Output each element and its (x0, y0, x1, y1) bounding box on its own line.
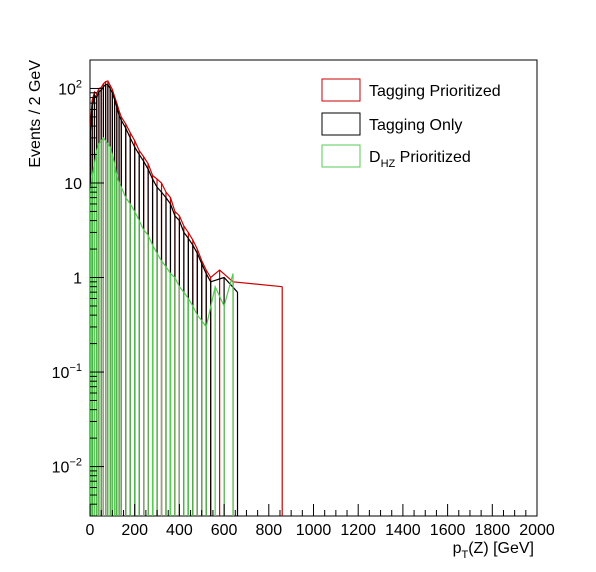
x-tick-label: 1400 (385, 522, 421, 539)
x-tick-label: 0 (86, 522, 95, 539)
x-tick-label: 600 (211, 522, 238, 539)
y-tick-label: 10−2 (52, 457, 82, 477)
x-tick-label: 400 (166, 522, 193, 539)
x-tick-label: 1000 (296, 522, 332, 539)
y-tick-label: 10 (64, 176, 82, 193)
y-tick-label: 1 (73, 271, 82, 288)
x-tick-label: 200 (121, 522, 148, 539)
y-tick-label: 102 (58, 78, 82, 98)
legend-label: Tagging Only (369, 117, 462, 134)
x-axis: 0 200 400 600 800 1000 1200 1400 1600 1800 2000 (86, 504, 555, 539)
legend-swatch (321, 78, 361, 102)
series-outline (89, 136, 234, 329)
y-tick-label: 10−1 (52, 362, 82, 382)
x-tick-label: 1200 (340, 522, 376, 539)
legend: Tagging Prioritized Tagging Only DHZ Prior… (321, 78, 501, 170)
x-axis-title: pT(Z) [GeV] (453, 540, 534, 561)
y-axis: 10−2 10−1 1 10 102 (52, 59, 104, 517)
legend-swatch (321, 112, 361, 136)
legend-swatch (321, 144, 361, 168)
series-outline (89, 83, 238, 293)
legend-label: Tagging Prioritized (369, 83, 501, 100)
x-tick-label: 2000 (519, 522, 555, 539)
series-layer (89, 80, 283, 516)
series-outline (89, 80, 283, 288)
x-tick-label: 1600 (430, 522, 466, 539)
y-axis-title: Events / 2 GeV (27, 60, 44, 168)
x-tick-label: 1800 (475, 522, 511, 539)
series-2 (89, 136, 234, 516)
legend-label: DHZ Prioritized (369, 149, 471, 170)
x-tick-label: 800 (255, 522, 282, 539)
